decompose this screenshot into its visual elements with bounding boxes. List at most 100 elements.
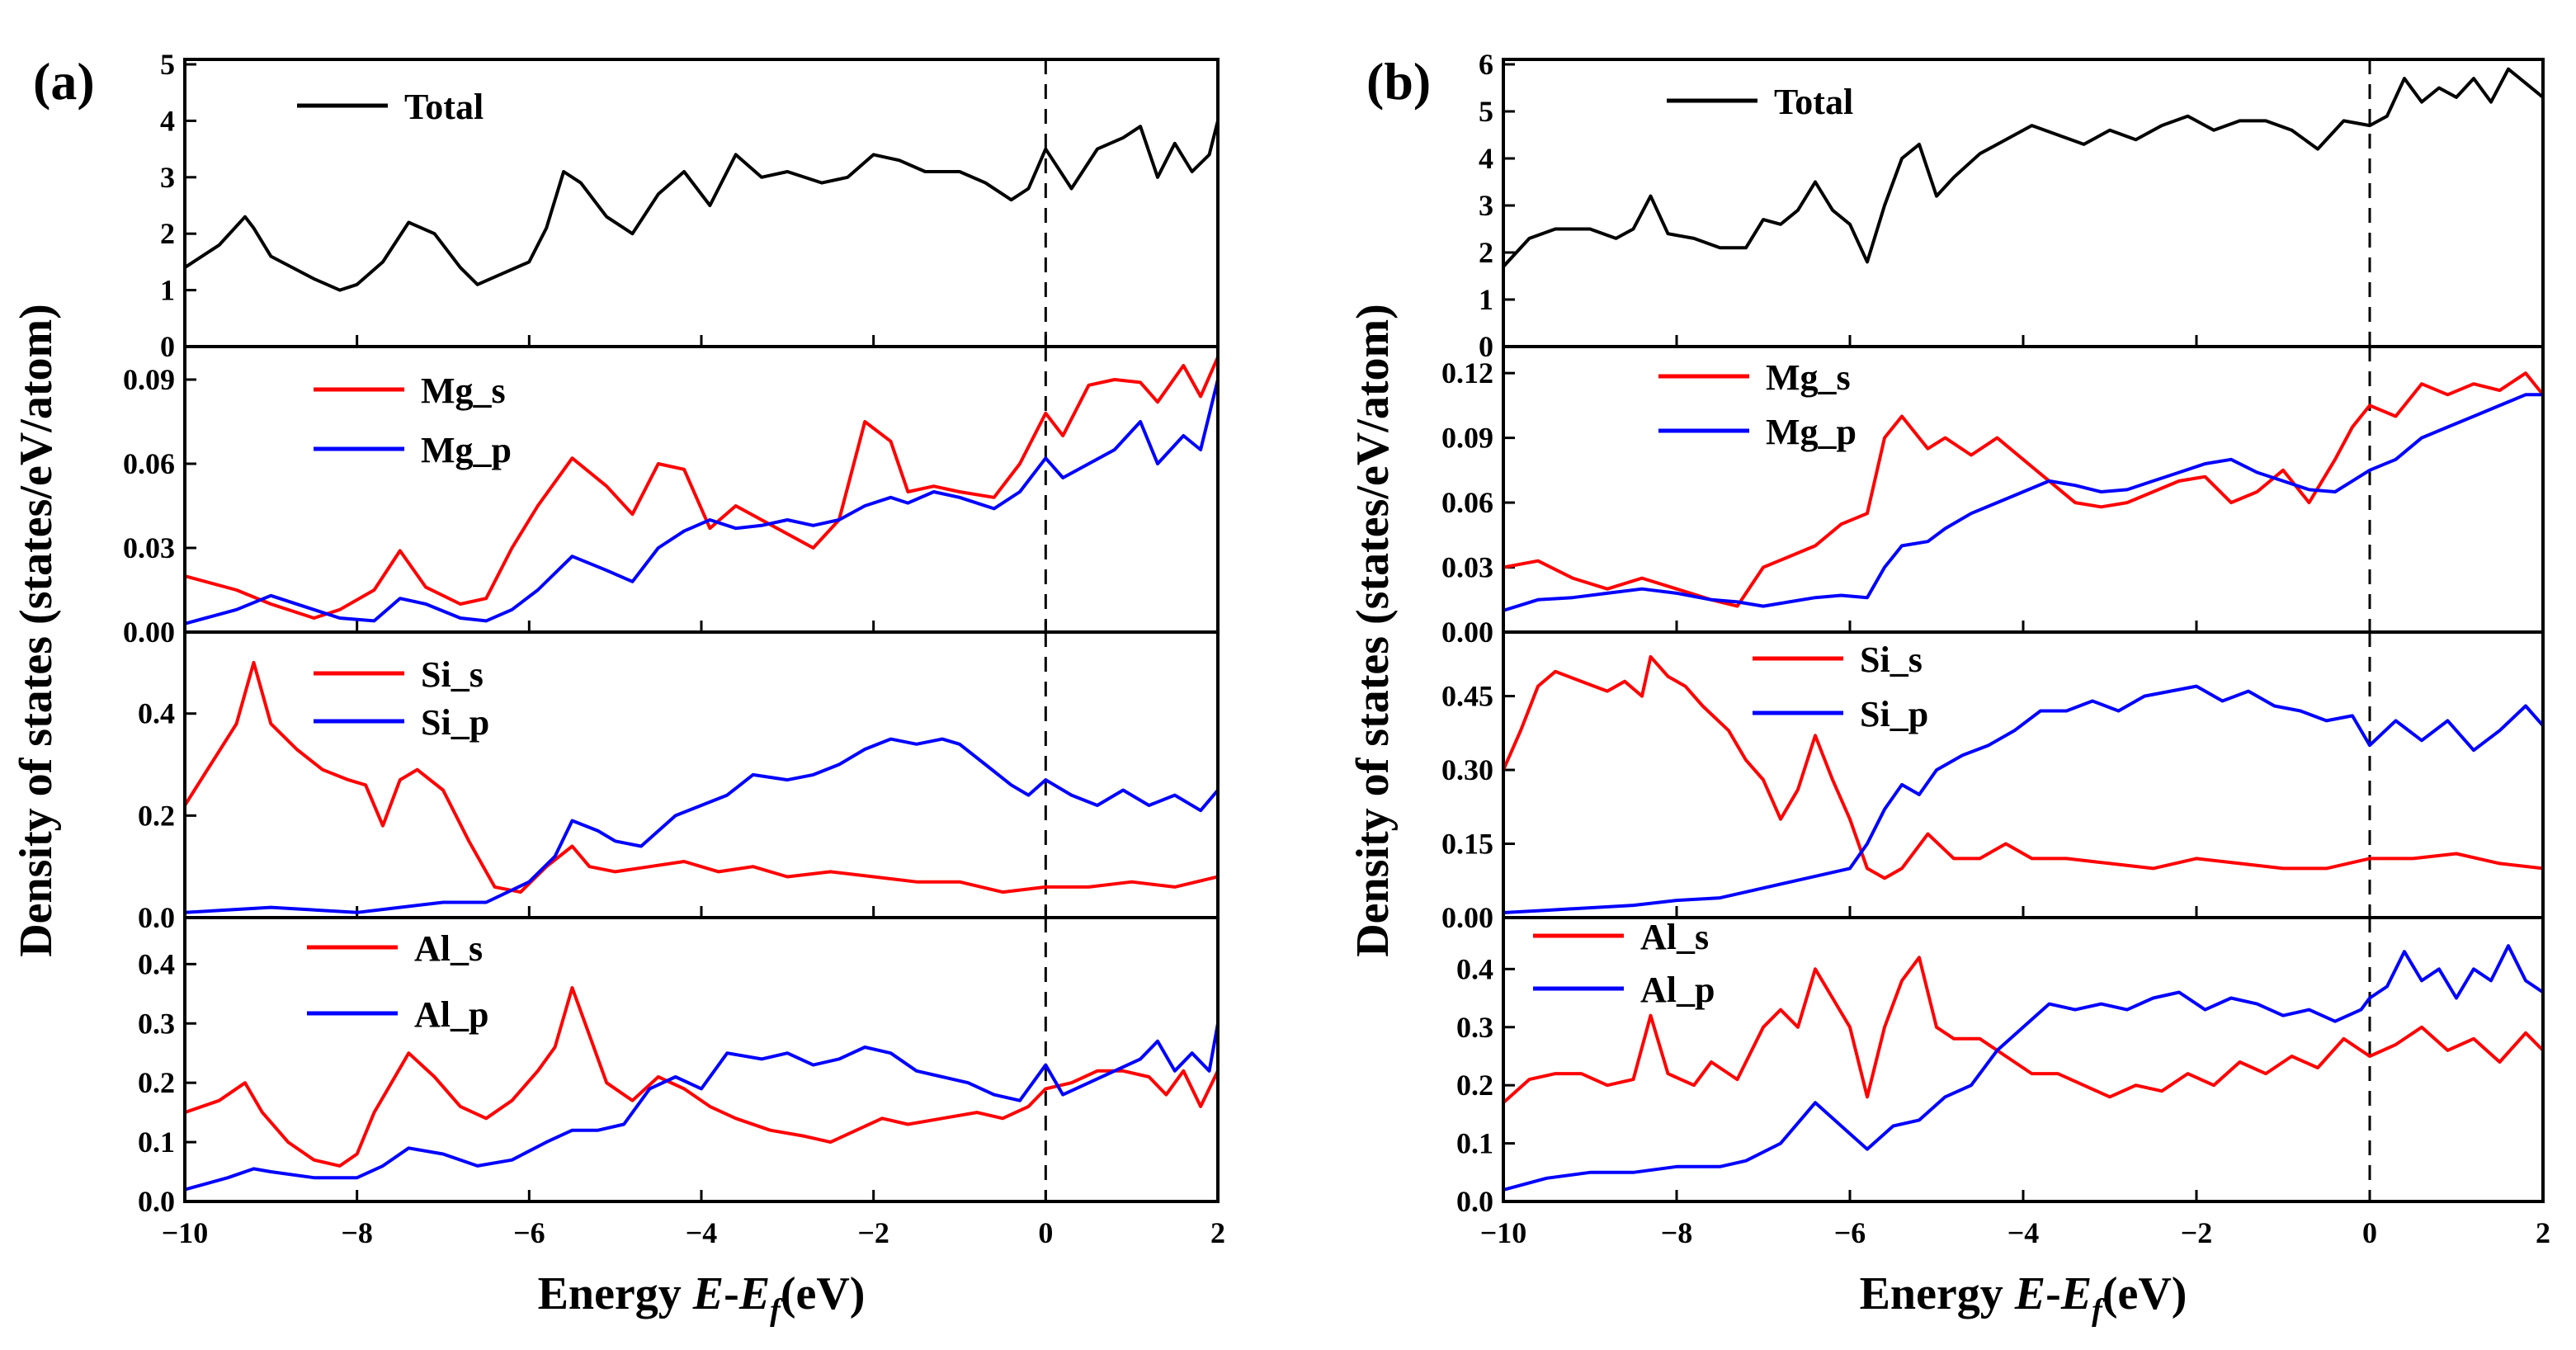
y-tick-label: 0.0	[138, 1185, 175, 1218]
y-tick-label: 0.09	[123, 363, 175, 396]
y-tick-label: 6	[1479, 48, 1493, 81]
series-line-total	[1503, 67, 2543, 268]
y-tick-label: 0.4	[1456, 952, 1493, 985]
y-tick-label: 0.09	[1441, 422, 1493, 455]
panel-a-subplot-3: 0.0 0.2 0.4 Si_s Si_p	[138, 630, 1220, 934]
panel-b-subplot-2: 0.00 0.03 0.06 0.09 0.12 Mg_s Mg_p	[1441, 345, 2545, 649]
panel-a-subplot-4: 0.0 0.1 0.2 0.3 0.4 Al_s Al_p	[138, 916, 1220, 1218]
series-line-si-s	[185, 660, 1218, 894]
legend-label: Mg_s	[421, 371, 506, 411]
subplot-frame	[183, 916, 1220, 1203]
y-tick-label: 0.3	[1456, 1011, 1493, 1044]
y-tick-label: 0.03	[123, 531, 175, 564]
x-tick-label: −10	[1480, 1216, 1527, 1249]
panel-a-subplot-2: 0.00 0.03 0.06 0.09 Mg_s Mg_p	[123, 345, 1220, 649]
legend-label: Al_p	[414, 994, 488, 1035]
subplot-frame	[1502, 630, 2545, 919]
legend-label: Mg_p	[1766, 412, 1857, 452]
y-tick-label: 4	[1479, 142, 1493, 175]
y-tick-label: 2	[1479, 236, 1493, 269]
panel-b-subplot-3: 0.00 0.15 0.30 0.45 Si_s Si_p	[1441, 630, 2545, 934]
x-tick-label: −6	[1834, 1216, 1866, 1249]
y-tick-label: 0.03	[1441, 551, 1493, 584]
legend-label: Si_p	[421, 702, 489, 743]
y-tick-label: 0.4	[138, 697, 175, 730]
x-tick-label: 2	[1210, 1216, 1225, 1249]
y-tick-label: 4	[160, 104, 175, 137]
legend-label: Al_s	[414, 928, 483, 969]
y-tick-label: 0.4	[138, 947, 175, 980]
panel-a-label: (a)	[33, 52, 95, 111]
series-line-si-p	[185, 737, 1218, 914]
x-tick-label: 0	[1038, 1216, 1053, 1249]
y-tick-label: 5	[160, 48, 175, 81]
y-tick-label: 0.45	[1441, 680, 1493, 713]
series-line-al-s	[1503, 956, 2543, 1104]
y-tick-label: 3	[160, 161, 175, 194]
x-tick-label: −4	[686, 1216, 718, 1249]
subplot-frame	[183, 58, 1220, 348]
x-tick-label: −8	[341, 1216, 373, 1249]
legend-label: Total	[1774, 82, 1853, 122]
series-line-al-p	[1503, 944, 2543, 1192]
subplot-frame	[1502, 345, 2545, 634]
y-tick-label: 0.00	[1441, 901, 1493, 934]
legend-label: Si_s	[421, 654, 484, 695]
subplot-frame	[1502, 58, 2545, 348]
legend-label: Total	[404, 87, 484, 127]
series-line-mg-p	[185, 379, 1218, 625]
y-tick-label: 0.06	[123, 447, 175, 480]
y-axis-label: Density of states (states/eV/atom)	[11, 304, 62, 957]
panel-b-subplot-1: 0 1 2 3 4 5 6 Total	[1479, 48, 2545, 363]
x-tick-label: −10	[162, 1216, 209, 1249]
series-line-mg-s	[1503, 371, 2543, 608]
y-tick-label: 0.2	[138, 1066, 175, 1099]
y-tick-label: 1	[160, 274, 175, 307]
legend-label: Si_p	[1860, 694, 1928, 734]
y-tick-label: 0.30	[1441, 753, 1493, 786]
panel-b-subplot-4: 0.0 0.1 0.2 0.3 0.4 Al_s Al_p	[1456, 916, 2545, 1218]
x-tick-label: −4	[2007, 1216, 2040, 1249]
x-tick-label: −2	[2181, 1216, 2213, 1249]
y-tick-label: 0.12	[1441, 356, 1493, 389]
legend-label: Mg_s	[1766, 357, 1851, 398]
y-tick-label: 0	[160, 330, 175, 363]
y-tick-label: 3	[1479, 189, 1493, 222]
y-tick-label: 2	[160, 217, 175, 250]
x-tick-label: 2	[2536, 1216, 2550, 1249]
y-tick-label: 0.3	[138, 1007, 175, 1040]
series-line-si-p	[1503, 684, 2543, 914]
y-tick-label: 1	[1479, 283, 1493, 316]
y-tick-label: 0.00	[123, 616, 175, 649]
y-tick-label: 0.1	[138, 1126, 175, 1159]
legend-label: Si_s	[1860, 640, 1923, 680]
y-tick-label: 0	[1479, 330, 1493, 363]
y-tick-label: 0.15	[1441, 828, 1493, 861]
y-tick-label: 0.1	[1456, 1127, 1493, 1160]
x-tick-label: −2	[857, 1216, 889, 1249]
y-tick-label: 0.2	[138, 799, 175, 832]
legend-label: Al_p	[1640, 970, 1715, 1010]
subplot-frame	[1502, 916, 2545, 1203]
x-axis-label: Energy E-Ef(eV)	[538, 1268, 866, 1328]
x-tick-label: 0	[2362, 1216, 2377, 1249]
legend-label: Al_s	[1640, 917, 1709, 957]
legend-label: Mg_p	[421, 430, 512, 470]
series-line-al-p	[185, 1022, 1218, 1192]
series-line-mg-s	[185, 356, 1218, 620]
panel-b-label: (b)	[1366, 52, 1431, 111]
series-line-total	[185, 120, 1218, 292]
x-tick-label: −8	[1661, 1216, 1693, 1249]
y-tick-label: 5	[1479, 95, 1493, 128]
panel-a-subplot-1: 0 1 2 3 4 5 Total	[160, 48, 1220, 363]
y-tick-label: 0.0	[1456, 1185, 1493, 1218]
series-line-al-s	[185, 986, 1218, 1168]
series-line-mg-p	[1503, 393, 2543, 612]
y-tick-label: 0.00	[1441, 616, 1493, 649]
x-axis-label: Energy E-Ef(eV)	[1860, 1268, 2187, 1328]
x-tick-label: −6	[513, 1216, 545, 1249]
y-tick-label: 0.2	[1456, 1069, 1493, 1102]
